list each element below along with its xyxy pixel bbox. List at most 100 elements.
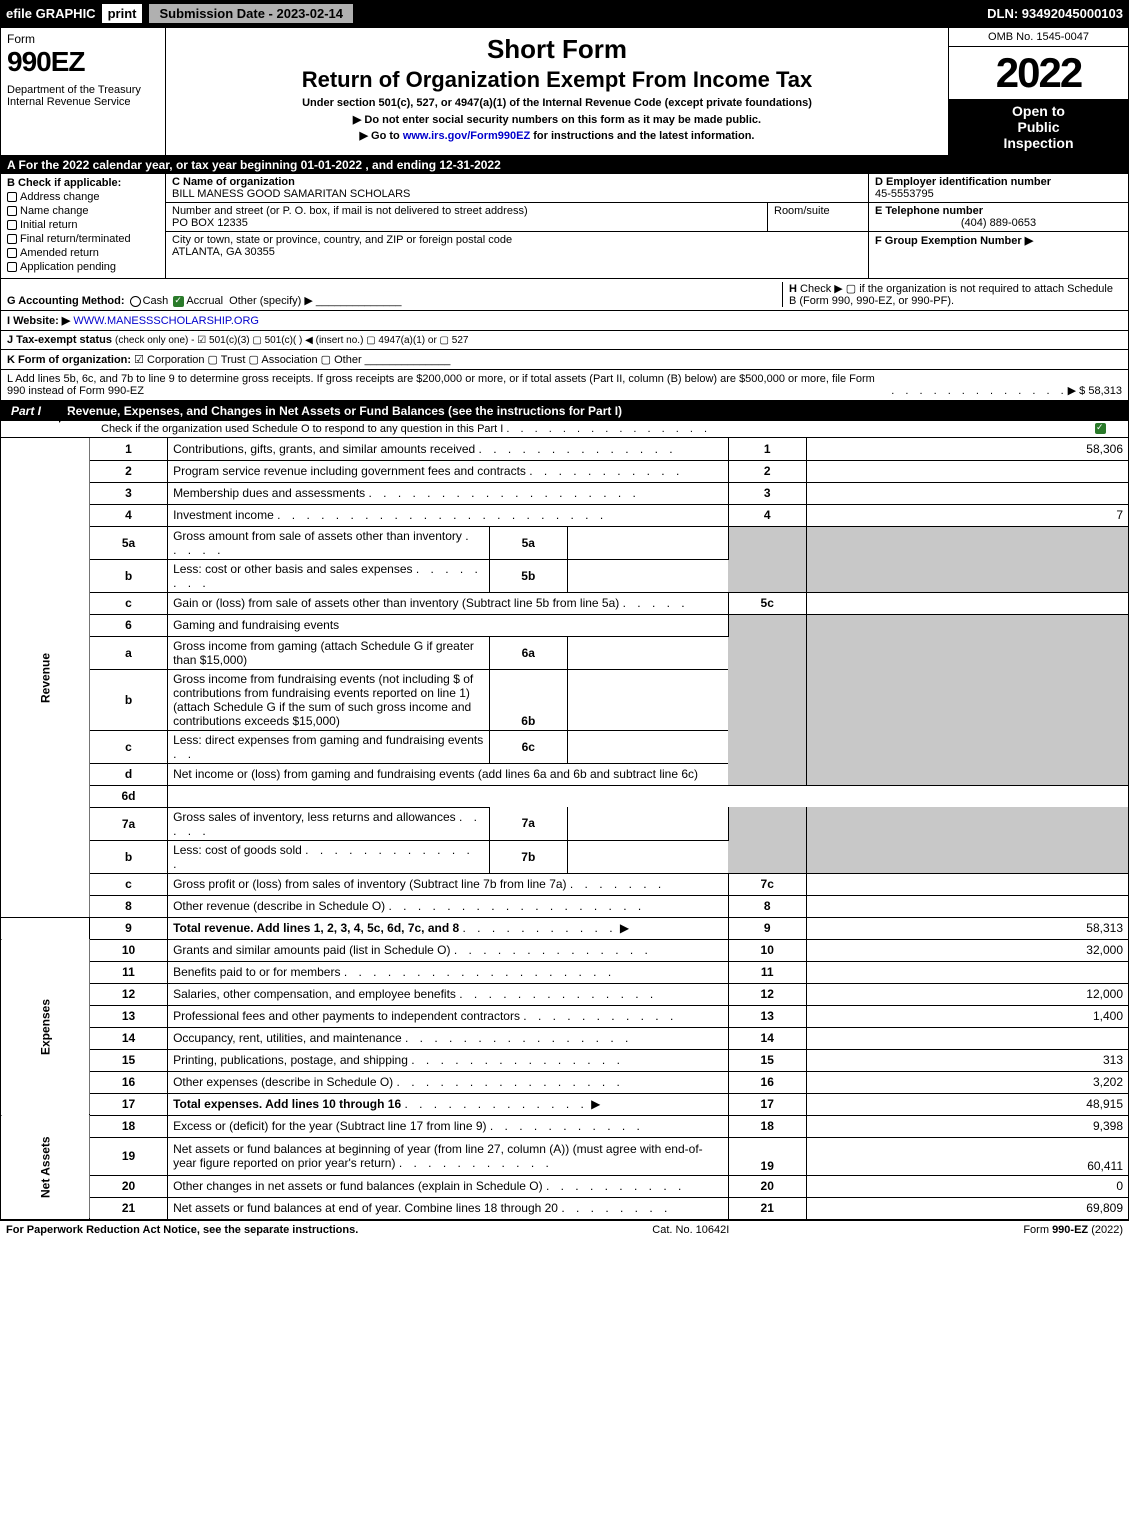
line-1: Contributions, gifts, grants, and simila… (168, 438, 729, 460)
line-9-amt: 58,313 (806, 917, 1128, 939)
form-body: Form 990EZ Department of the Treasury In… (0, 27, 1129, 1221)
instructions-link[interactable]: ▶ Go to www.irs.gov/Form990EZ for instru… (174, 129, 940, 142)
line-15-amt: 313 (806, 1049, 1128, 1071)
c-label: C Name of organization (172, 176, 862, 188)
line-21: Net assets or fund balances at end of ye… (168, 1197, 729, 1219)
line-15: Printing, publications, postage, and shi… (168, 1049, 729, 1071)
telephone: (404) 889-0653 (875, 217, 1122, 229)
line-11: Benefits paid to or for members . . . . … (168, 961, 729, 983)
lines-table: Revenue 1 Contributions, gifts, grants, … (1, 438, 1128, 1220)
g-accounting: G Accounting Method: Cash Accrual Other … (7, 294, 402, 307)
subtitle: Under section 501(c), 527, or 4947(a)(1)… (174, 97, 940, 109)
irs-link[interactable]: www.irs.gov/Form990EZ (403, 130, 530, 142)
f-label: F Group Exemption Number ▶ (875, 235, 1033, 247)
short-form-title: Short Form (174, 34, 940, 65)
line-18-amt: 9,398 (806, 1115, 1128, 1137)
line-6a: Gross income from gaming (attach Schedul… (168, 636, 490, 669)
line-6d: Net income or (loss) from gaming and fun… (168, 763, 729, 785)
page-footer: For Paperwork Reduction Act Notice, see … (0, 1221, 1129, 1239)
tax-year: 2022 (949, 47, 1128, 99)
line-20-amt: 0 (806, 1175, 1128, 1197)
row-j-status: J Tax-exempt status (check only one) - ☑… (1, 331, 1128, 350)
line-7c: Gross profit or (loss) from sales of inv… (168, 873, 729, 895)
chk-amended-return[interactable]: Amended return (7, 247, 159, 259)
form-header: Form 990EZ Department of the Treasury In… (1, 28, 1128, 156)
dln: DLN: 93492045000103 (987, 6, 1123, 21)
b-label: B Check if applicable: (7, 177, 159, 189)
line-12: Salaries, other compensation, and employ… (168, 983, 729, 1005)
line-6: Gaming and fundraising events (168, 614, 729, 636)
footer-left: For Paperwork Reduction Act Notice, see … (6, 1224, 358, 1236)
part-i-note: Check if the organization used Schedule … (1, 421, 1128, 438)
print-button[interactable]: print (102, 4, 143, 23)
h-check: H Check ▶ ▢ if the organization is not r… (782, 282, 1122, 307)
revenue-label: Revenue (1, 438, 89, 917)
column-c: C Name of organization BILL MANESS GOOD … (166, 174, 868, 278)
room-suite-label: Room/suite (768, 203, 868, 231)
chk-address-change[interactable]: Address change (7, 191, 159, 203)
expenses-label: Expenses (1, 939, 89, 1115)
city-label: City or town, state or province, country… (172, 234, 862, 246)
org-city: ATLANTA, GA 30355 (172, 246, 862, 258)
chk-name-change[interactable]: Name change (7, 205, 159, 217)
form-number: 990EZ (7, 46, 159, 78)
line-19-amt: 60,411 (806, 1137, 1128, 1175)
netassets-label: Net Assets (1, 1115, 89, 1219)
section-b-through-f: B Check if applicable: Address change Na… (1, 174, 1128, 279)
line-18: Excess or (deficit) for the year (Subtra… (168, 1115, 729, 1137)
main-title: Return of Organization Exempt From Incom… (174, 67, 940, 93)
row-l-receipts: L Add lines 5b, 6c, and 7b to line 9 to … (1, 370, 1128, 401)
row-a-calendar: A For the 2022 calendar year, or tax yea… (1, 156, 1128, 174)
line-1-amt: 58,306 (806, 438, 1128, 460)
line-3: Membership dues and assessments . . . . … (168, 482, 729, 504)
line-12-amt: 12,000 (806, 983, 1128, 1005)
website-link[interactable]: WWW.MANESSSCHOLARSHIP.ORG (73, 315, 259, 327)
line-7b: Less: cost of goods sold . . . . . . . .… (168, 840, 490, 873)
e-label: E Telephone number (875, 205, 1122, 217)
efile-label: efile GRAPHIC (6, 6, 96, 21)
column-def: D Employer identification number 45-5553… (868, 174, 1128, 278)
line-5c: Gain or (loss) from sale of assets other… (168, 592, 729, 614)
line-6c: Less: direct expenses from gaming and fu… (168, 730, 490, 763)
line-17: Total expenses. Add lines 10 through 16 … (168, 1093, 729, 1115)
chk-cash[interactable] (130, 296, 141, 307)
org-name: BILL MANESS GOOD SAMARITAN SCHOLARS (172, 188, 862, 200)
line-21-amt: 69,809 (806, 1197, 1128, 1219)
submission-date: Submission Date - 2023-02-14 (148, 3, 354, 24)
org-address: PO BOX 12335 (172, 217, 761, 229)
addr-label: Number and street (or P. O. box, if mail… (172, 205, 761, 217)
line-4-amt: 7 (806, 504, 1128, 526)
row-g-h: G Accounting Method: Cash Accrual Other … (1, 279, 1128, 311)
warning-ssn: ▶ Do not enter social security numbers o… (174, 113, 940, 126)
inspection-badge: Open to Public Inspection (949, 99, 1128, 155)
line-4: Investment income . . . . . . . . . . . … (168, 504, 729, 526)
line-13: Professional fees and other payments to … (168, 1005, 729, 1027)
line-10: Grants and similar amounts paid (list in… (168, 939, 729, 961)
footer-right: Form 990-EZ (2022) (1023, 1224, 1123, 1236)
part-i-header: Part I Revenue, Expenses, and Changes in… (1, 401, 1128, 421)
footer-center: Cat. No. 10642I (652, 1224, 729, 1236)
schedule-o-check-icon (1095, 423, 1106, 434)
line-6b: Gross income from fundraising events (no… (168, 669, 490, 730)
line-8: Other revenue (describe in Schedule O) .… (168, 895, 729, 917)
row-k-orgform: K Form of organization: ☑ Corporation ▢ … (1, 350, 1128, 370)
line-5b: Less: cost or other basis and sales expe… (168, 559, 490, 592)
line-10-amt: 32,000 (806, 939, 1128, 961)
line-14: Occupancy, rent, utilities, and maintena… (168, 1027, 729, 1049)
chk-initial-return[interactable]: Initial return (7, 219, 159, 231)
top-bar: efile GRAPHIC print Submission Date - 20… (0, 0, 1129, 27)
form-label: Form (7, 32, 159, 46)
ein: 45-5553795 (875, 188, 1122, 200)
line-17-amt: 48,915 (806, 1093, 1128, 1115)
department: Department of the Treasury Internal Reve… (7, 84, 159, 108)
chk-final-return[interactable]: Final return/terminated (7, 233, 159, 245)
chk-application-pending[interactable]: Application pending (7, 261, 159, 273)
line-13-amt: 1,400 (806, 1005, 1128, 1027)
line-7a: Gross sales of inventory, less returns a… (168, 807, 490, 840)
d-label: D Employer identification number (875, 176, 1122, 188)
chk-accrual[interactable] (173, 296, 184, 307)
omb-number: OMB No. 1545-0047 (949, 28, 1128, 47)
line-20: Other changes in net assets or fund bala… (168, 1175, 729, 1197)
row-i-website: I Website: ▶ WWW.MANESSSCHOLARSHIP.ORG (1, 311, 1128, 331)
line-9: Total revenue. Add lines 1, 2, 3, 4, 5c,… (168, 917, 729, 939)
